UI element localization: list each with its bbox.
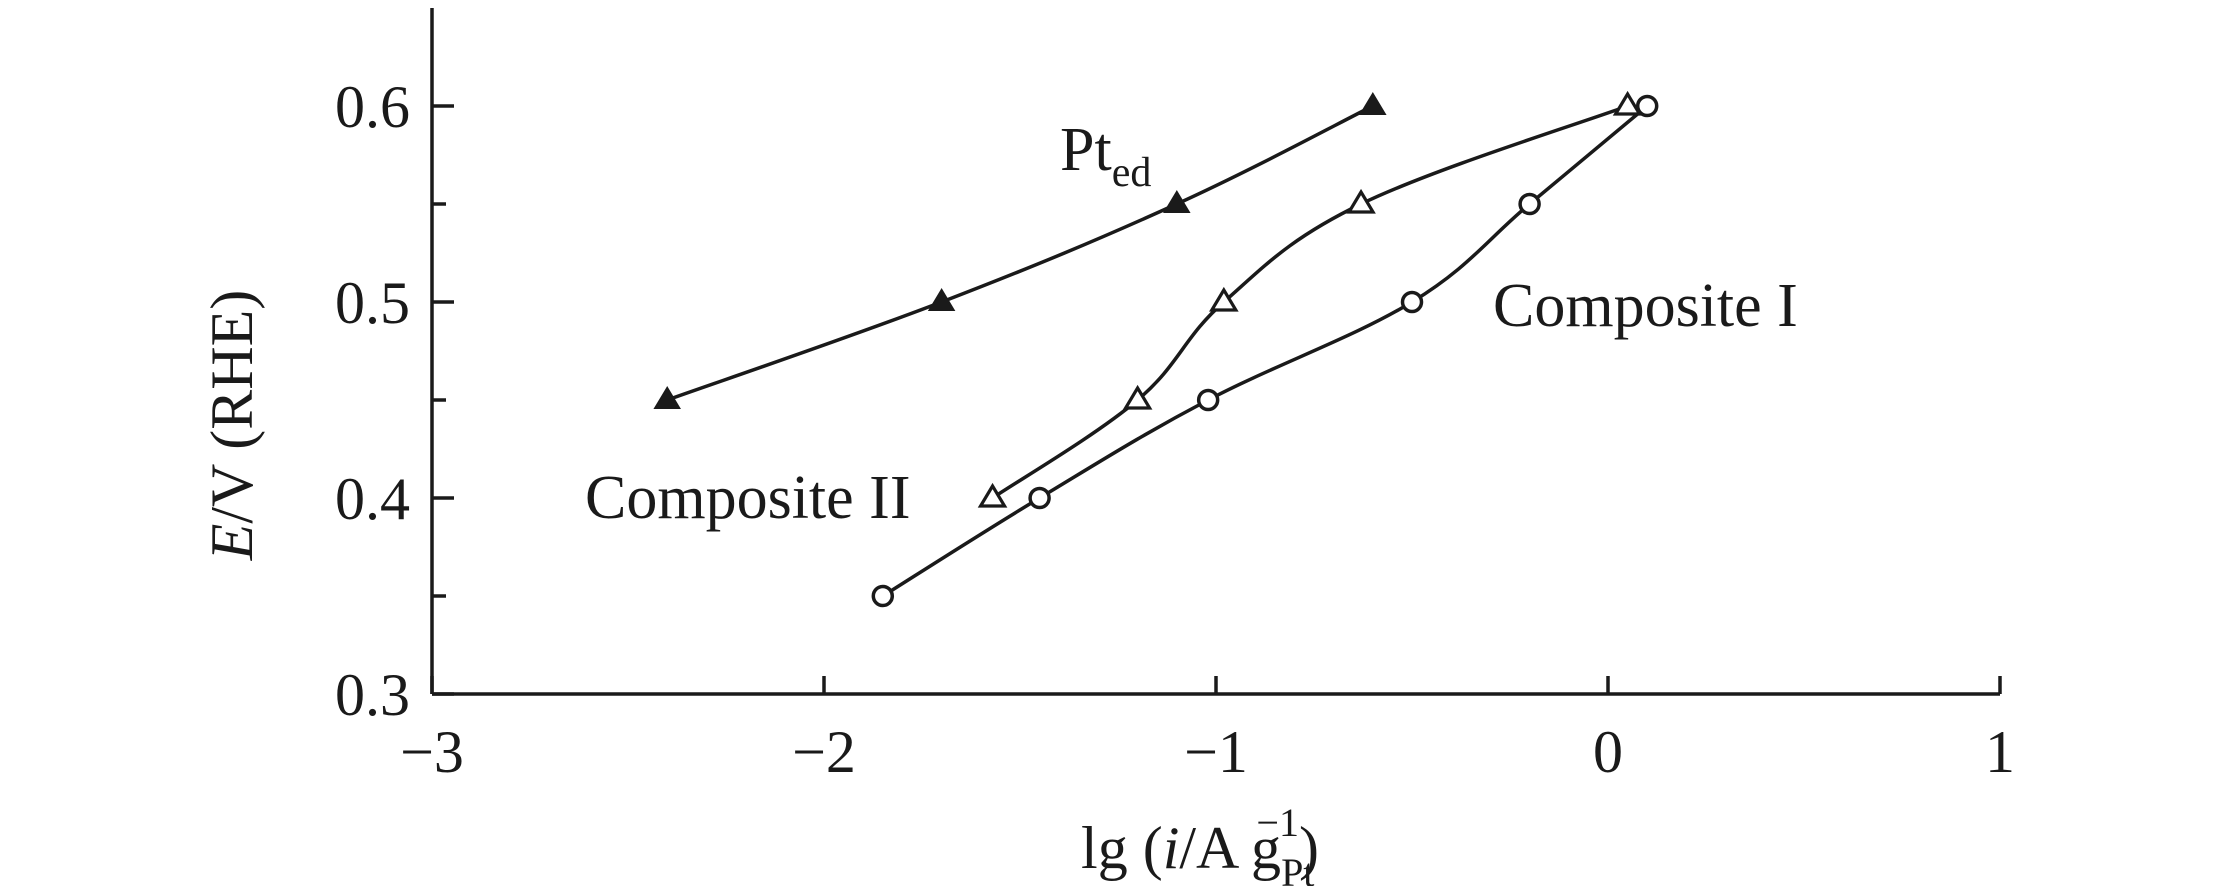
- series-line-composite-i: [881, 104, 1649, 598]
- x-tick-label: −3: [400, 719, 464, 785]
- series-layer: [653, 90, 1659, 608]
- data-point-composite-i: [871, 584, 895, 608]
- y-tick-label: 0.4: [335, 466, 410, 532]
- x-tick-label: −1: [1184, 719, 1248, 785]
- y-tick-label: 0.6: [335, 74, 410, 140]
- series-line-pt-ed: [666, 104, 1374, 402]
- x-tick-label: −2: [792, 719, 856, 785]
- series-label-pt-ed: Pted: [1060, 116, 1151, 196]
- data-point-composite-ii: [1209, 286, 1239, 312]
- data-point-composite-ii: [1612, 90, 1643, 116]
- series-line-composite-ii: [991, 104, 1629, 500]
- data-point-composite-i: [1518, 192, 1541, 216]
- data-point-pt-ed: [653, 386, 681, 409]
- x-tick-label: 0: [1593, 719, 1623, 785]
- x-axis-label: lg (i/A gPt−1): [1081, 800, 1319, 886]
- axes: −3 −2 −1 0 1 0.3 0.4 0.5 0.6: [335, 8, 2015, 785]
- labels-layer: lg (i/A gPt−1) E/V (RHE) Pted Composite …: [199, 116, 1798, 886]
- data-point-composite-i: [1028, 486, 1051, 510]
- series-label-composite-i: Composite I: [1493, 272, 1798, 340]
- data-point-composite-ii: [1346, 188, 1376, 214]
- x-tick-label: 1: [1985, 719, 2015, 785]
- data-point-composite-i: [1196, 388, 1220, 412]
- data-point-composite-i: [1400, 290, 1424, 314]
- data-point-pt-ed: [1163, 190, 1191, 213]
- series-label-composite-ii: Composite II: [585, 464, 910, 532]
- data-point-pt-ed: [1359, 92, 1387, 115]
- data-point-pt-ed: [927, 288, 956, 311]
- y-tick-label: 0.3: [335, 662, 410, 728]
- y-tick-label: 0.5: [335, 270, 410, 336]
- data-point-composite-i: [1635, 94, 1659, 118]
- data-point-composite-ii: [1122, 384, 1153, 410]
- y-axis-label: E/V (RHE): [199, 290, 265, 562]
- data-point-composite-ii: [977, 482, 1008, 508]
